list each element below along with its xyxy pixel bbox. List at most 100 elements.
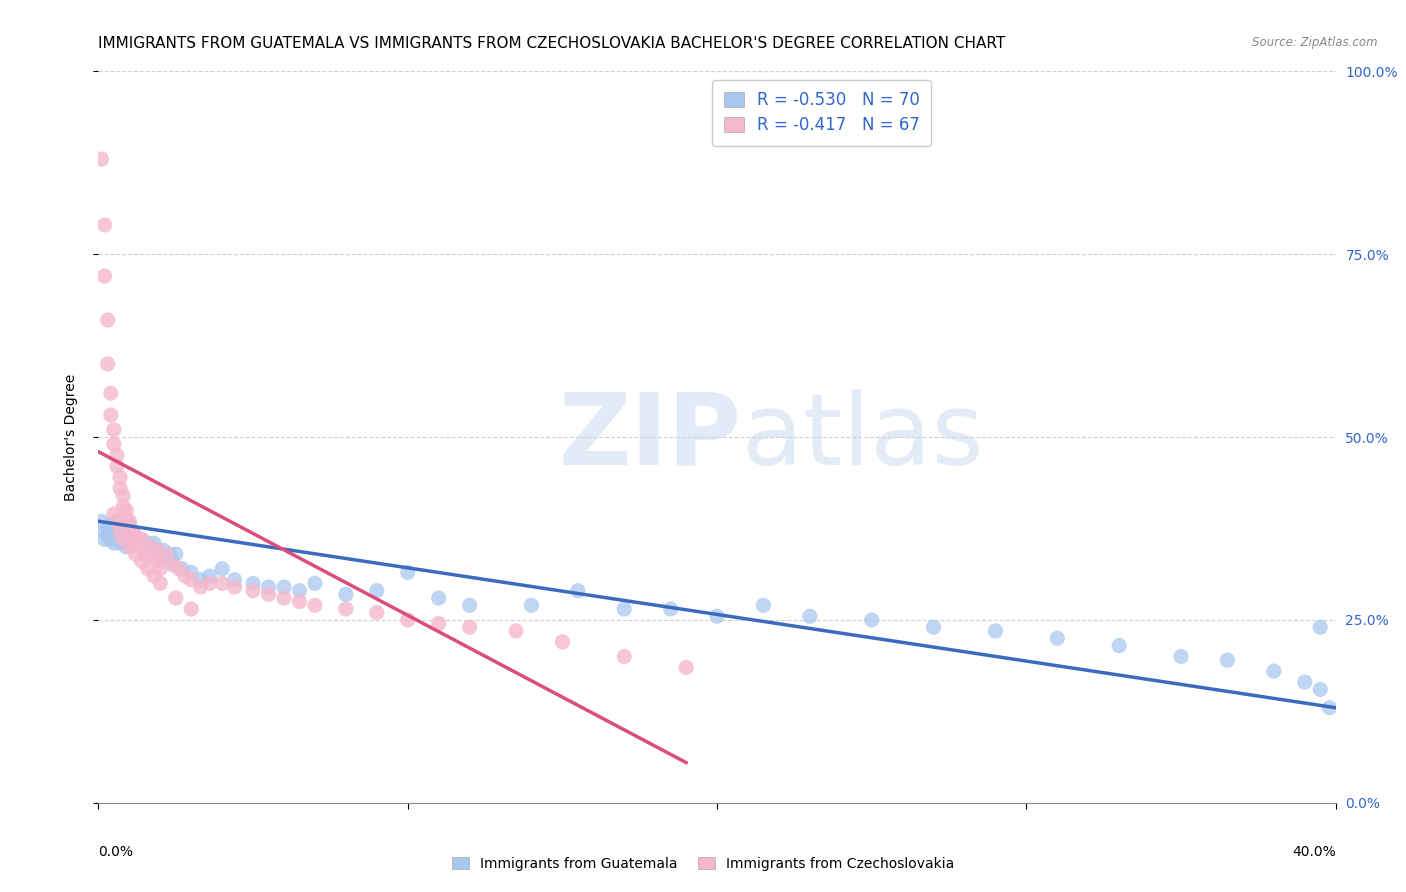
Point	[1294, 675, 1316, 690]
Point	[103, 521, 125, 535]
Point	[149, 562, 172, 576]
Point	[97, 529, 120, 543]
Point	[335, 602, 357, 616]
Point	[155, 547, 177, 561]
Point	[613, 602, 636, 616]
Legend: Immigrants from Guatemala, Immigrants from Czechoslovakia: Immigrants from Guatemala, Immigrants fr…	[446, 851, 960, 876]
Text: 0.0%: 0.0%	[98, 846, 134, 859]
Point	[922, 620, 945, 634]
Point	[118, 517, 141, 532]
Point	[1309, 620, 1331, 634]
Point	[152, 543, 174, 558]
Point	[224, 573, 246, 587]
Point	[659, 602, 682, 616]
Point	[108, 525, 131, 540]
Point	[118, 517, 141, 532]
Point	[257, 580, 280, 594]
Point	[149, 554, 172, 568]
Point	[366, 583, 388, 598]
Point	[112, 489, 135, 503]
Point	[675, 660, 697, 674]
Point	[224, 580, 246, 594]
Point	[396, 613, 419, 627]
Point	[155, 550, 177, 565]
Legend: R = -0.530   N = 70, R = -0.417   N = 67: R = -0.530 N = 70, R = -0.417 N = 67	[711, 79, 931, 145]
Point	[136, 536, 159, 550]
Point	[112, 500, 135, 514]
Point	[242, 576, 264, 591]
Point	[115, 503, 138, 517]
Point	[97, 521, 120, 535]
Point	[1170, 649, 1192, 664]
Point	[128, 536, 150, 550]
Point	[108, 470, 131, 484]
Point	[180, 573, 202, 587]
Point	[118, 540, 141, 554]
Point	[93, 269, 115, 284]
Point	[984, 624, 1007, 638]
Point	[1046, 632, 1069, 646]
Point	[103, 507, 125, 521]
Point	[115, 521, 138, 535]
Text: IMMIGRANTS FROM GUATEMALA VS IMMIGRANTS FROM CZECHOSLOVAKIA BACHELOR'S DEGREE CO: IMMIGRANTS FROM GUATEMALA VS IMMIGRANTS …	[98, 36, 1005, 51]
Point	[124, 536, 146, 550]
Point	[97, 313, 120, 327]
Point	[304, 599, 326, 613]
Point	[273, 591, 295, 605]
Point	[105, 514, 128, 528]
Y-axis label: Bachelor's Degree: Bachelor's Degree	[63, 374, 77, 500]
Text: ZIP: ZIP	[560, 389, 742, 485]
Text: Source: ZipAtlas.com: Source: ZipAtlas.com	[1253, 36, 1378, 49]
Point	[567, 583, 589, 598]
Point	[190, 580, 212, 594]
Point	[103, 423, 125, 437]
Point	[288, 583, 311, 598]
Point	[100, 386, 122, 401]
Point	[211, 562, 233, 576]
Point	[121, 525, 143, 540]
Point	[1263, 664, 1285, 678]
Point	[1319, 700, 1341, 714]
Point	[115, 540, 138, 554]
Point	[167, 562, 190, 576]
Point	[860, 613, 883, 627]
Point	[134, 540, 156, 554]
Point	[211, 576, 233, 591]
Point	[159, 547, 181, 561]
Point	[396, 566, 419, 580]
Point	[128, 536, 150, 550]
Point	[706, 609, 728, 624]
Point	[366, 606, 388, 620]
Point	[752, 599, 775, 613]
Point	[257, 587, 280, 601]
Point	[100, 517, 122, 532]
Point	[124, 547, 146, 561]
Point	[1309, 682, 1331, 697]
Point	[198, 569, 221, 583]
Point	[162, 554, 184, 568]
Point	[131, 533, 153, 547]
Point	[190, 573, 212, 587]
Point	[613, 649, 636, 664]
Text: atlas: atlas	[742, 389, 983, 485]
Point	[458, 599, 481, 613]
Point	[124, 533, 146, 547]
Point	[105, 449, 128, 463]
Point	[100, 408, 122, 422]
Point	[105, 529, 128, 543]
Point	[180, 602, 202, 616]
Point	[165, 547, 187, 561]
Point	[97, 357, 120, 371]
Point	[108, 481, 131, 495]
Point	[136, 547, 159, 561]
Point	[143, 536, 166, 550]
Point	[134, 543, 156, 558]
Point	[1108, 639, 1130, 653]
Point	[198, 576, 221, 591]
Point	[136, 562, 159, 576]
Point	[108, 536, 131, 550]
Point	[108, 521, 131, 535]
Point	[93, 533, 115, 547]
Point	[121, 536, 143, 550]
Point	[139, 543, 162, 558]
